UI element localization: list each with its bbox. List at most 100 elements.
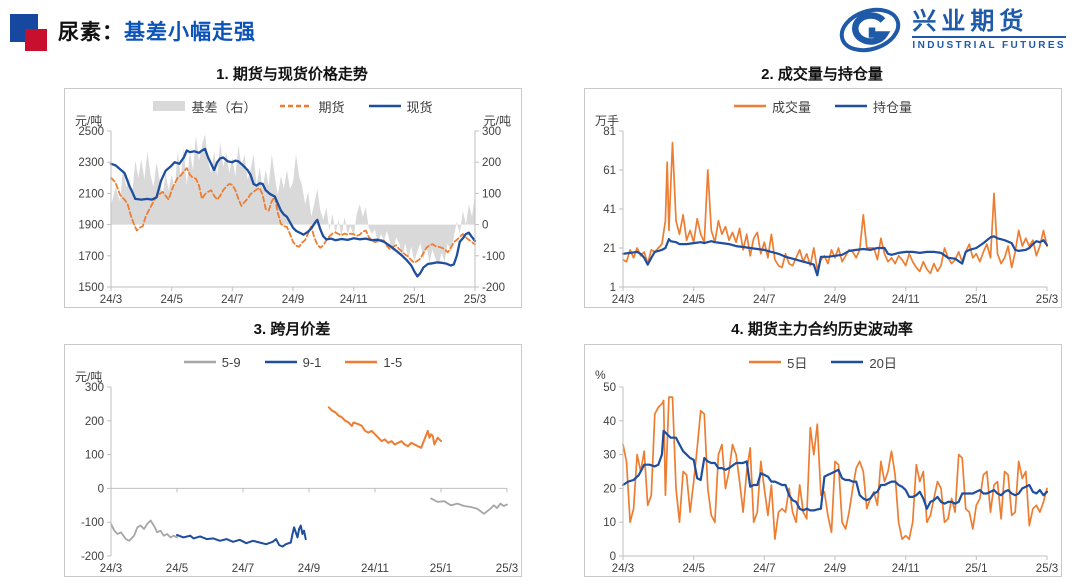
legend-swatch-solid [368, 104, 401, 108]
y-tick-label: 30 [603, 450, 616, 462]
chart-title-volume: 2. 成交量与持仓量 [761, 66, 883, 83]
x-tick-label: 24/5 [161, 294, 183, 306]
plot-area-volume: 81 61 41 21 124/3 24/5 24/7 24/9 24/11 25/1 25/3 [603, 126, 1058, 306]
x-tick-label: 24/11 [361, 563, 389, 575]
y-tick-label: 0 [98, 483, 104, 495]
x-tick-label: 25/3 [1036, 563, 1058, 575]
axis-unit-left: 万手 [595, 114, 620, 128]
y-tick-label: 2300 [78, 157, 104, 169]
y-tick-label: 1900 [78, 220, 104, 232]
chart-panel-volatility: % 5日 20日 50 40 30 20 10 0 24/3 24/5 24/7 24/9 24/11… [584, 344, 1062, 577]
x-tick-label: 24/7 [232, 563, 254, 575]
legend-label: 5-9 [221, 354, 241, 370]
legend-item: 现货 [368, 97, 433, 116]
series-line-期货 [110, 167, 476, 264]
y-tick-label: 81 [603, 126, 616, 138]
series-line-9-1 [176, 524, 307, 548]
x-tick-label: 25/1 [403, 294, 425, 306]
y-tick-label: 300 [85, 382, 104, 394]
series-line-持仓量 [621, 235, 1049, 277]
legend: 5-9 9-1 1-5 [65, 349, 521, 375]
y-tick-label: 1700 [78, 251, 104, 263]
y-tick-label: -200 [482, 282, 505, 294]
legend-label: 1-5 [383, 354, 403, 370]
legend-item: 5-9 [183, 354, 241, 370]
legend-item: 基差（右） [153, 97, 256, 116]
brand-logo-icon [840, 7, 901, 53]
y-tick-label: 0 [482, 220, 488, 232]
y-tick-label: 61 [603, 165, 616, 177]
x-tick-label: 25/3 [464, 294, 486, 306]
series-area-基差（右） [111, 134, 475, 266]
chart-panel-spread: 元/吨 5-9 9-1 1-5 300 200 100 0 -100 -200 24/3 24/5… [64, 344, 522, 577]
y-tick-label: -100 [81, 517, 104, 529]
legend-swatch-solid [345, 360, 378, 364]
x-tick-label: 24/5 [683, 294, 705, 306]
legend-item: 1-5 [345, 355, 402, 370]
y-tick-label: 2100 [78, 188, 104, 200]
brand-logo: 兴业期货 INDUSTRIAL FUTURES [838, 6, 1066, 54]
legend-item: 5日 [749, 353, 807, 372]
x-tick-label: 25/1 [430, 563, 452, 575]
brand-name-cn: 兴业期货 [912, 9, 1066, 38]
plot-area-volatility: 50 40 30 20 10 024/3 24/5 24/7 24/9 24/11 25/1 25/3 [603, 382, 1058, 575]
x-tick-label: 24/11 [340, 294, 368, 306]
x-tick-label: 24/3 [100, 294, 122, 306]
x-tick-label: 25/1 [965, 294, 987, 306]
y-tick-label: 1500 [78, 282, 104, 294]
header-square-red-decoration [25, 29, 47, 51]
x-tick-label: 24/11 [892, 294, 920, 306]
x-tick-label: 24/5 [166, 563, 188, 575]
chart-title-volatility: 4. 期货主力合约历史波动率 [731, 321, 913, 338]
x-tick-label: 24/11 [892, 563, 920, 575]
y-tick-label: 1 [610, 282, 616, 294]
legend-swatch-solid [831, 360, 864, 364]
series-line-1-5 [327, 406, 442, 449]
series-line-5-9 [110, 519, 178, 542]
y-tick-label: 40 [603, 416, 616, 428]
legend-swatch-solid [749, 360, 782, 364]
legend-item: 20日 [831, 353, 897, 372]
x-tick-label: 25/3 [1036, 294, 1058, 306]
y-tick-label: 200 [85, 416, 104, 428]
x-tick-label: 24/3 [100, 563, 122, 575]
series-line-5日 [622, 396, 1048, 540]
legend-label: 基差（右） [191, 99, 257, 115]
legend-swatch-solid [264, 360, 297, 364]
brand-logo-text: 兴业期货 INDUSTRIAL FUTURES [912, 9, 1066, 51]
x-tick-label: 24/9 [824, 294, 846, 306]
chart-title-spread: 3. 跨月价差 [253, 321, 331, 338]
legend-item: 期货 [280, 97, 345, 116]
chart-title-price: 1. 期货与现货价格走势 [216, 66, 368, 83]
x-tick-label: 24/5 [683, 563, 705, 575]
axis-unit-left: 元/吨 [75, 114, 103, 128]
y-tick-label: 20 [603, 483, 616, 495]
y-tick-label: -200 [81, 551, 104, 563]
series-line-20日 [621, 429, 1049, 512]
legend-item: 成交量 [733, 97, 811, 116]
axis-unit-right: 元/吨 [483, 114, 511, 128]
legend-area-swatch [153, 101, 186, 111]
legend-item: 9-1 [264, 355, 321, 370]
legend: 5日 20日 [585, 349, 1061, 375]
legend-item: 持仓量 [835, 97, 912, 116]
series-line-5-9 [430, 497, 508, 515]
x-tick-label: 25/1 [965, 563, 987, 575]
x-tick-label: 24/9 [824, 563, 846, 575]
legend-swatch-dashed [280, 104, 313, 108]
legend-label: 成交量 [771, 99, 811, 115]
y-tick-label: 50 [603, 382, 616, 394]
series-line-成交量 [622, 141, 1048, 275]
x-tick-label: 25/3 [496, 563, 518, 575]
legend-label: 期货 [318, 99, 345, 115]
y-tick-label: 100 [482, 188, 501, 200]
y-tick-label: 100 [85, 450, 104, 462]
legend-label: 现货 [406, 99, 433, 115]
legend-swatch-solid [835, 104, 867, 108]
chart-panel-volume: 万手 成交量 持仓量 81 61 41 21 1 24/3 24/5 24/7 24/9 24/11… [584, 88, 1062, 308]
legend-label: 持仓量 [873, 99, 913, 115]
legend: 基差（右） 期货 现货 [65, 93, 521, 119]
y-tick-label: 41 [603, 204, 616, 216]
y-tick-label: 21 [603, 243, 616, 255]
